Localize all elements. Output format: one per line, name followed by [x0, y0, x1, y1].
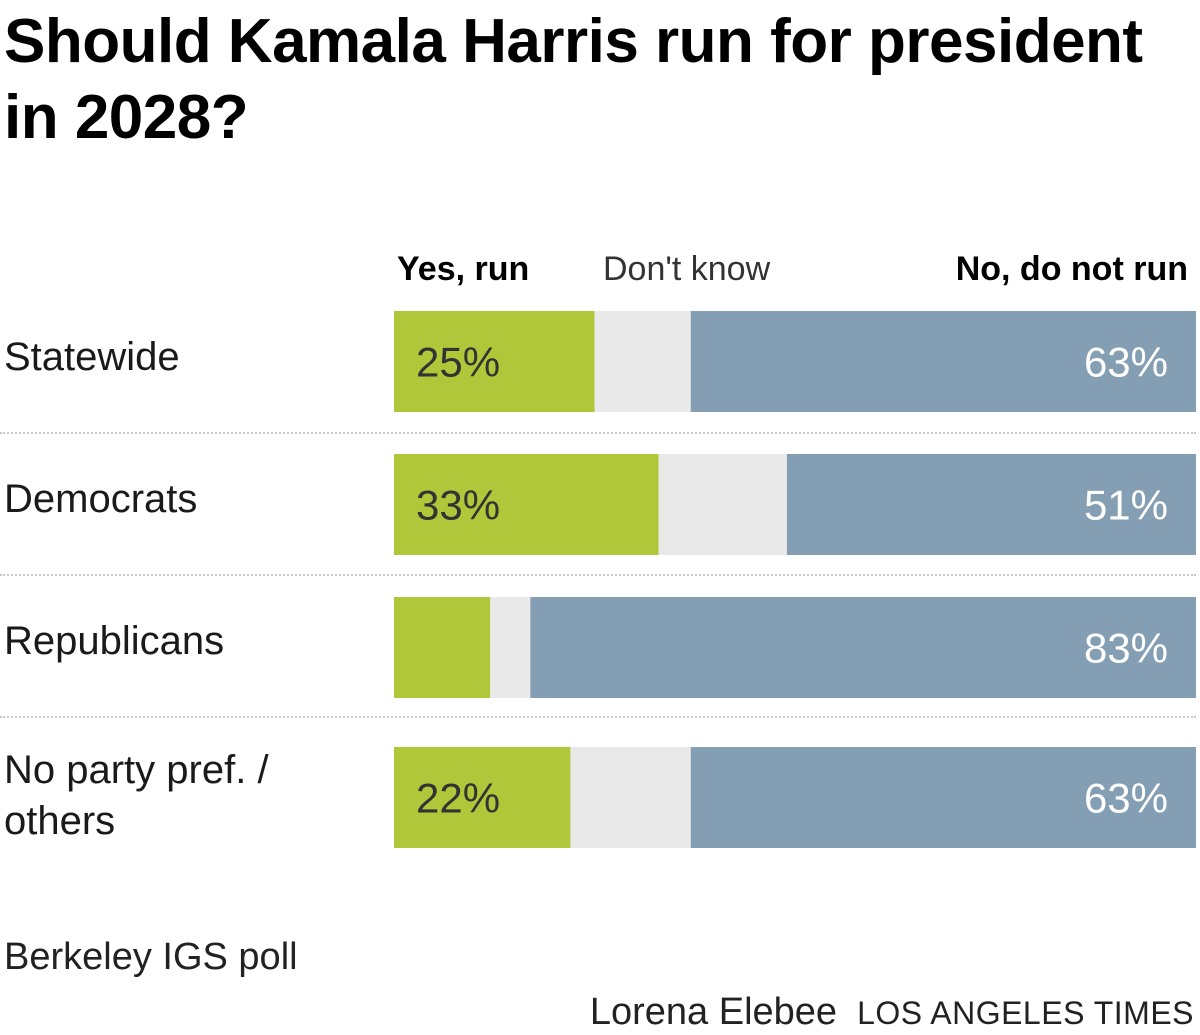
row-divider — [0, 574, 1196, 576]
publication-credit: LOS ANGELES TIMES — [857, 995, 1194, 1031]
data-label-yes-run-democrats: 33% — [416, 482, 500, 529]
bar-yes-run-no-party-pref-others — [394, 747, 571, 848]
legend-yes-run: Yes, run — [397, 250, 530, 288]
legend-dont-know: Don't know — [603, 250, 771, 288]
row-divider — [0, 432, 1196, 434]
bar-don-t-know-republicans — [490, 597, 531, 698]
bar-yes-run-democrats — [394, 454, 659, 555]
row-label-no-party-line-2: others — [4, 799, 116, 843]
bar-no-do-not-run-democrats — [786, 454, 1196, 555]
chart-title: Should Kamala Harris run for president i… — [4, 7, 1143, 152]
bar-yes-run-statewide — [394, 311, 595, 412]
data-label-no-do-not-run-statewide: 63% — [1084, 339, 1168, 386]
data-label-no-do-not-run-no-party-pref-others: 63% — [1084, 775, 1168, 822]
byline: Lorena Elebee LOS ANGELES TIMES — [590, 990, 1194, 1035]
bar-no-do-not-run-no-party-pref-others — [690, 747, 1196, 848]
data-label-no-do-not-run-democrats: 51% — [1084, 482, 1168, 529]
data-label-yes-run-no-party-pref-others: 22% — [416, 775, 500, 822]
bar-yes-run-republicans — [394, 597, 491, 698]
row-label-republicans: Republicans — [4, 619, 225, 663]
legend-no-do-not-run: No, do not run — [955, 250, 1188, 288]
row-label-statewide: Statewide — [4, 335, 180, 379]
bar-don-t-know-no-party-pref-others — [570, 747, 691, 848]
source-note: Berkeley IGS poll — [4, 936, 298, 978]
row-label-no-party-line-1: No party pref. / — [4, 748, 269, 792]
data-label-no-do-not-run-republicans: 83% — [1084, 625, 1168, 672]
row-divider — [0, 716, 1196, 718]
bar-no-do-not-run-statewide — [690, 311, 1196, 412]
data-label-yes-run-statewide: 25% — [416, 339, 500, 386]
row-label-democrats: Democrats — [4, 477, 198, 521]
bar-don-t-know-statewide — [594, 311, 691, 412]
bar-no-do-not-run-republicans — [530, 597, 1196, 698]
author-credit: Lorena Elebee — [589, 991, 838, 1033]
bar-don-t-know-democrats — [658, 454, 787, 555]
